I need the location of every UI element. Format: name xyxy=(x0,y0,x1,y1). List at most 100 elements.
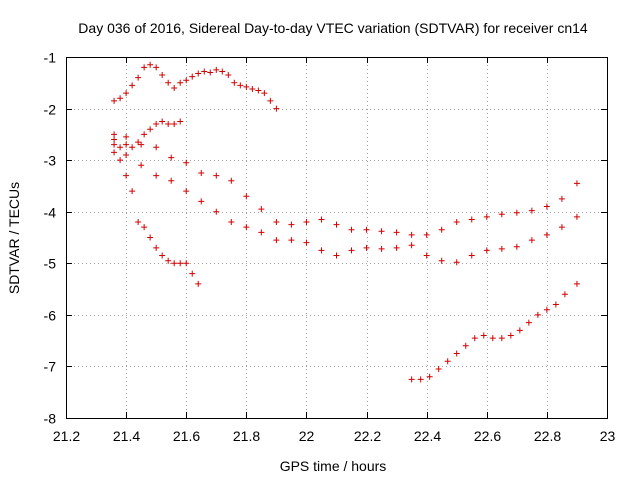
data-point xyxy=(111,131,118,138)
data-point xyxy=(147,61,154,68)
data-point xyxy=(183,260,190,267)
data-point xyxy=(525,319,532,326)
data-point xyxy=(117,144,124,151)
y-tick-label: -8 xyxy=(44,411,57,427)
data-point xyxy=(153,121,160,128)
data-point xyxy=(408,242,415,249)
data-point xyxy=(111,136,118,143)
data-point xyxy=(177,260,184,267)
data-point xyxy=(426,373,433,380)
y-axis-label: SDTVAR / TECUs xyxy=(6,182,22,294)
data-point xyxy=(423,252,430,259)
y-tick-labels: -1 -2 -3 -4 -5 -6 -7 -8 xyxy=(44,50,57,427)
data-point xyxy=(129,144,136,151)
data-point xyxy=(183,188,190,195)
data-point xyxy=(513,243,520,250)
x-tick-label: 22.4 xyxy=(414,428,441,444)
data-point xyxy=(123,151,130,158)
data-point xyxy=(423,231,430,238)
data-point xyxy=(153,244,160,251)
data-point xyxy=(117,157,124,164)
data-point xyxy=(318,247,325,254)
x-axis-label: GPS time / hours xyxy=(280,458,387,474)
data-point xyxy=(513,209,520,216)
data-point xyxy=(273,219,280,226)
data-point xyxy=(129,188,136,195)
data-point xyxy=(435,366,442,373)
data-point xyxy=(138,141,145,148)
x-tick-labels: 21.2 21.4 21.6 21.8 22 22.2 22.4 22.6 22.8 23 xyxy=(53,428,616,444)
data-point xyxy=(408,231,415,238)
data-point xyxy=(189,270,196,277)
data-point xyxy=(123,141,130,148)
data-point xyxy=(141,131,148,138)
data-point xyxy=(111,141,118,148)
data-point xyxy=(243,224,250,231)
data-point xyxy=(348,247,355,254)
data-point xyxy=(453,350,460,357)
x-tick-label: 22.6 xyxy=(474,428,501,444)
x-tick-label: 22.2 xyxy=(354,428,381,444)
data-point xyxy=(498,335,505,342)
data-point xyxy=(468,252,475,259)
data-point xyxy=(111,149,118,156)
data-point xyxy=(159,118,166,125)
data-point xyxy=(195,280,202,287)
data-point xyxy=(288,221,295,228)
data-point xyxy=(417,376,424,383)
data-point xyxy=(165,79,172,86)
data-point xyxy=(393,244,400,251)
data-point xyxy=(516,327,523,334)
data-point xyxy=(231,79,238,86)
data-point xyxy=(123,172,130,179)
data-point xyxy=(561,291,568,298)
data-point xyxy=(228,177,235,184)
data-point xyxy=(165,121,172,128)
y-tick-label: -6 xyxy=(44,308,57,324)
data-point xyxy=(393,229,400,236)
data-point xyxy=(207,69,214,76)
data-point xyxy=(213,66,220,73)
data-point xyxy=(249,85,256,92)
data-point xyxy=(117,95,124,102)
x-tick-label: 21.4 xyxy=(113,428,140,444)
data-point xyxy=(444,358,451,365)
data-point xyxy=(243,193,250,200)
data-point xyxy=(135,219,142,226)
data-point xyxy=(237,82,244,89)
data-point xyxy=(558,195,565,202)
data-point xyxy=(228,219,235,226)
y-tick-label: -5 xyxy=(44,256,57,272)
data-point xyxy=(111,97,118,104)
data-point xyxy=(471,335,478,342)
data-point xyxy=(168,154,175,161)
data-point xyxy=(333,252,340,259)
data-point xyxy=(534,311,541,318)
data-point xyxy=(543,306,550,313)
data-point xyxy=(153,172,160,179)
data-point xyxy=(408,376,415,383)
data-point xyxy=(438,226,445,233)
data-point xyxy=(498,245,505,252)
data-point xyxy=(189,73,196,80)
data-point xyxy=(201,68,208,75)
data-point xyxy=(363,226,370,233)
y-tick-label: -1 xyxy=(44,50,57,66)
data-point xyxy=(543,203,550,210)
data-point xyxy=(267,97,274,104)
data-point xyxy=(288,237,295,244)
data-point xyxy=(171,84,178,91)
data-point xyxy=(183,159,190,166)
data-point xyxy=(489,335,496,342)
data-point xyxy=(303,219,310,226)
data-point xyxy=(255,87,262,94)
data-point xyxy=(219,68,226,75)
chart-title: Day 036 of 2016, Sidereal Day-to-day VTE… xyxy=(78,20,588,36)
grid xyxy=(66,57,607,418)
x-tick-label: 21.6 xyxy=(173,428,200,444)
data-point xyxy=(213,208,220,215)
data-point xyxy=(348,226,355,233)
data-point xyxy=(198,198,205,205)
series-arc-steep-descent xyxy=(111,136,202,287)
series-arc-main-lower xyxy=(111,141,580,266)
